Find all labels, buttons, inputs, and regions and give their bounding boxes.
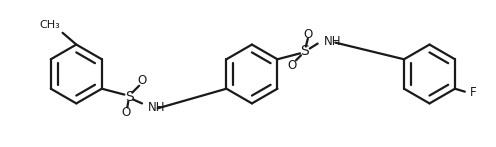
Text: S: S (301, 44, 310, 58)
Text: NH: NH (323, 35, 341, 48)
Text: O: O (303, 28, 312, 41)
Text: CH₃: CH₃ (40, 20, 61, 30)
Text: NH: NH (148, 101, 165, 114)
Text: O: O (122, 106, 131, 119)
Text: S: S (125, 90, 133, 103)
Text: O: O (288, 59, 297, 72)
Text: F: F (470, 86, 476, 99)
Text: O: O (137, 74, 147, 87)
